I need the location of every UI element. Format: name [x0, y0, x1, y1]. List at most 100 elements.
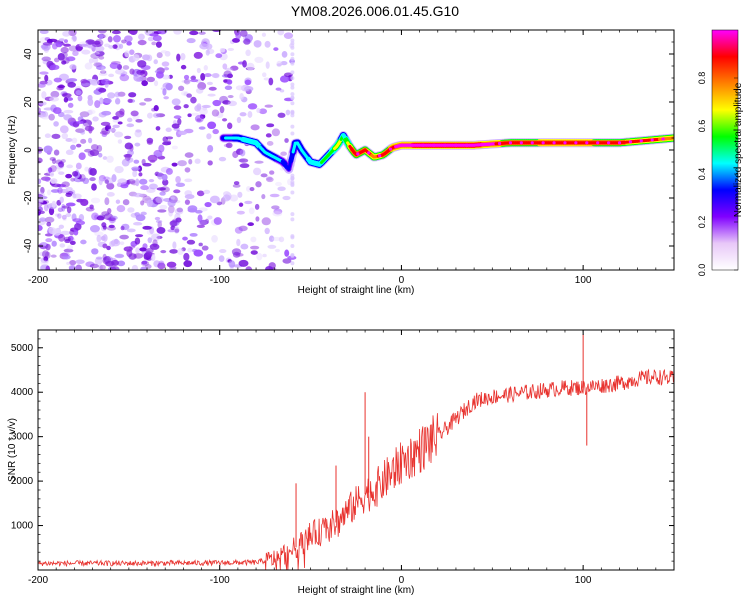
noise-blob — [261, 32, 267, 37]
noise-blob — [161, 173, 168, 181]
noise-blob — [107, 208, 112, 214]
noise-blob — [39, 71, 49, 75]
noise-blob — [247, 103, 258, 110]
noise-blob — [176, 207, 183, 213]
noise-blob — [49, 165, 57, 173]
noise-blob — [156, 227, 166, 234]
noise-blob — [98, 152, 103, 158]
noise-blob — [95, 256, 103, 260]
noise-blob — [53, 149, 60, 156]
noise-blob — [63, 109, 74, 114]
noise-blob — [63, 114, 72, 121]
noise-blob — [156, 187, 167, 191]
noise-blob — [227, 73, 233, 79]
noise-blob — [137, 39, 147, 46]
noise-blob — [90, 53, 100, 59]
noise-blob — [284, 138, 289, 143]
noise-blob — [171, 162, 178, 167]
noise-blob — [55, 41, 63, 48]
noise-blob — [38, 225, 43, 232]
noise-blob — [290, 85, 295, 90]
noise-blob — [107, 36, 113, 43]
noise-blob — [73, 229, 79, 236]
noise-blob — [58, 171, 65, 175]
noise-blob — [272, 210, 283, 217]
noise-blob — [74, 223, 82, 231]
noise-blob — [131, 166, 140, 171]
noise-blob — [69, 260, 77, 266]
noise-blob — [70, 177, 75, 182]
ridge-peak — [388, 147, 393, 151]
noise-blob — [57, 53, 65, 61]
noise-blob — [72, 50, 79, 56]
noise-blob — [39, 251, 48, 257]
page-title: YM08.2026.006.01.45.G10 — [290, 3, 460, 19]
noise-blob — [92, 57, 99, 64]
noise-blob — [120, 184, 129, 189]
noise-blob — [50, 178, 58, 184]
noise-blob — [49, 64, 60, 70]
noise-blob — [175, 175, 181, 184]
noise-blob — [103, 98, 112, 104]
noise-blob — [128, 245, 136, 249]
noise-blob — [283, 32, 294, 39]
noise-blob — [165, 136, 174, 140]
noise-blob — [184, 178, 193, 183]
noise-blob — [207, 160, 213, 166]
noise-blob — [68, 45, 79, 52]
noise-blob — [128, 92, 137, 98]
noise-blob — [203, 65, 208, 71]
noise-blob — [119, 108, 125, 115]
noise-blob — [123, 246, 133, 252]
noise-blob — [264, 227, 270, 235]
noise-blob — [41, 56, 51, 62]
noise-blob — [133, 192, 143, 198]
noise-blob — [198, 242, 203, 247]
noise-blob — [50, 254, 57, 258]
noise-blob — [67, 102, 74, 108]
noise-blob — [132, 54, 140, 62]
noise-blob — [245, 266, 253, 270]
noise-blob — [177, 248, 184, 255]
noise-blob — [124, 142, 134, 150]
noise-blob — [103, 255, 111, 264]
noise-blob — [201, 104, 211, 109]
noise-blob — [146, 140, 153, 145]
noise-blob — [133, 159, 140, 164]
noise-blob — [169, 249, 179, 254]
top-x-axis-label: Height of straight line (km) — [298, 285, 415, 296]
noise-blob — [88, 58, 94, 64]
noise-blob — [290, 82, 295, 87]
noise-blob — [138, 33, 145, 41]
noise-blob — [106, 155, 114, 163]
noise-blob — [61, 181, 70, 188]
noise-blob — [159, 204, 168, 210]
noise-blob — [49, 172, 55, 177]
noise-blob — [82, 119, 93, 127]
ridge-peak — [650, 138, 654, 142]
noise-blob — [152, 35, 162, 42]
noise-blob — [109, 62, 119, 70]
noise-blob — [184, 199, 191, 205]
noise-blob — [271, 205, 280, 210]
noise-blob — [290, 70, 295, 75]
noise-blob — [204, 73, 212, 78]
noise-blob — [76, 120, 84, 125]
noise-blob — [87, 98, 94, 107]
noise-blob — [41, 91, 47, 99]
noise-blob — [238, 202, 244, 207]
noise-blob — [249, 187, 255, 192]
noise-blob — [227, 47, 235, 52]
noise-blob — [219, 249, 227, 254]
noise-blob — [117, 178, 128, 185]
noise-blob — [44, 133, 51, 139]
noise-blob — [290, 217, 295, 222]
noise-blob — [98, 214, 106, 219]
noise-blob — [91, 248, 99, 255]
noise-blob — [208, 86, 217, 91]
noise-blob — [253, 167, 262, 176]
noise-blob — [84, 148, 92, 153]
noise-blob — [153, 112, 161, 118]
noise-blob — [48, 227, 57, 235]
noise-blob — [133, 221, 143, 226]
